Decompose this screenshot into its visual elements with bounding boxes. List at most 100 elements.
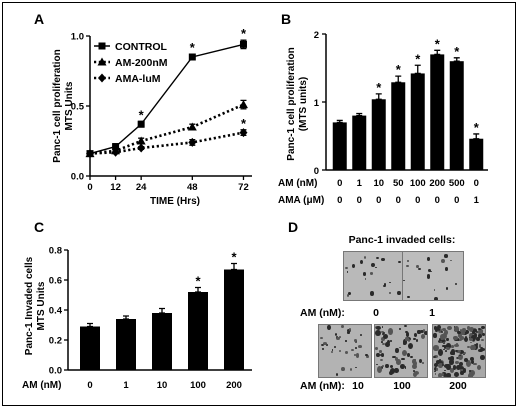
micrograph-cell <box>413 333 417 338</box>
micrograph-cell <box>363 255 367 259</box>
micrograph-cell <box>468 369 471 373</box>
c-bar <box>116 319 136 370</box>
micrograph-cell <box>382 342 386 346</box>
micrograph-cell <box>444 363 450 368</box>
a-legend-marker-0 <box>98 42 106 50</box>
micrograph-cell <box>416 339 419 342</box>
micrograph-cell <box>470 359 475 365</box>
panel-d-row1-value-1: 1 <box>429 307 435 319</box>
b-error-bar <box>453 57 460 62</box>
micrograph-cell <box>351 349 355 352</box>
micrograph-cell <box>348 291 352 295</box>
micrograph-cell <box>442 338 445 342</box>
micrograph-cell <box>375 326 382 331</box>
micrograph-cell <box>467 326 470 330</box>
micrograph-cell <box>472 331 475 334</box>
micrograph-cell <box>391 355 396 359</box>
micrograph-cell <box>412 361 418 367</box>
micrograph-cell <box>448 357 452 361</box>
micrograph-cell <box>381 325 384 328</box>
b-error-bar <box>356 112 363 117</box>
b-significance-star: * <box>435 36 441 51</box>
b-ama-dose-label: 0 <box>337 195 342 206</box>
micrograph-cell <box>440 258 445 264</box>
micrograph-cell <box>381 330 384 333</box>
a-point-1 <box>136 136 146 145</box>
micrograph-cell <box>349 368 352 372</box>
c-error-bar <box>159 307 165 314</box>
micrograph-cell <box>459 354 461 357</box>
micrograph-cell <box>412 364 418 370</box>
micrograph-cell <box>380 337 385 342</box>
c-dose-label: 0 <box>87 380 92 391</box>
micrograph-cell <box>414 370 420 375</box>
panel-d-row1-value-0: 0 <box>373 307 379 319</box>
micrograph-cell <box>458 350 464 354</box>
micrograph-cell <box>433 333 437 338</box>
a-significance-star: * <box>190 40 196 55</box>
micrograph-cell <box>459 329 463 332</box>
a-x-tick-label: 48 <box>187 182 198 193</box>
micrograph-cell <box>475 343 478 346</box>
micrograph-cell <box>382 331 386 335</box>
micrograph-cell <box>481 332 485 337</box>
micrograph-cell <box>387 327 394 335</box>
micrograph-cell <box>388 281 391 284</box>
chart-a-proliferation-time: 0.0 0.5 1.0 0 12 24 48 72 TIME (Hrs) Panc-1 cell … <box>52 26 252 207</box>
micrograph-cell <box>420 329 425 333</box>
c-bar <box>152 313 172 370</box>
micrograph-cell <box>407 353 411 357</box>
micrograph-cell <box>362 271 367 276</box>
b-am-dose-label: 200 <box>429 178 445 189</box>
b-am-dose-label: 50 <box>393 178 404 189</box>
micrograph-cell <box>478 329 483 335</box>
micrograph-cell <box>417 330 421 334</box>
micrograph-cell <box>408 339 411 343</box>
micrograph-cell <box>354 366 357 368</box>
c-significance-star: * <box>231 250 237 265</box>
c-y-tick-label: 0.2 <box>49 336 62 347</box>
micrograph-cell <box>438 348 444 356</box>
micrograph-am-1 <box>402 251 464 301</box>
micrograph-cell <box>435 360 441 364</box>
micrograph-cell <box>461 331 465 335</box>
micrograph-cell <box>375 257 379 260</box>
micrograph-cell <box>456 343 458 345</box>
micrograph-cell <box>459 362 463 367</box>
micrograph-cell <box>439 358 442 362</box>
b-bar <box>469 138 484 170</box>
micrograph-cell <box>399 364 405 369</box>
micrograph-cell <box>445 267 448 271</box>
micrograph-cell <box>385 341 390 348</box>
a-series-line-2 <box>89 131 244 155</box>
micrograph-cell <box>473 333 478 338</box>
micrograph-cell <box>407 295 410 299</box>
b-am-dose-label: 500 <box>449 178 465 189</box>
panel-label-c: C <box>34 219 44 235</box>
micrograph-cell <box>319 337 323 340</box>
a-legend-label-2: AMA-luM <box>115 73 161 85</box>
c-bar <box>188 292 208 370</box>
micrograph-cell <box>450 368 455 374</box>
micrograph-cell <box>433 362 439 368</box>
micrograph-cell <box>344 340 347 342</box>
micrograph-cell <box>421 362 425 364</box>
micrograph-cell <box>359 333 363 336</box>
b-ama-dose-label: 0 <box>357 195 362 206</box>
micrograph-cell <box>433 289 436 292</box>
micrograph-cell <box>478 333 483 338</box>
micrograph-cell <box>379 350 383 353</box>
micrograph-cell <box>441 363 444 367</box>
micrograph-cell <box>440 373 444 377</box>
micrograph-cell <box>403 341 407 346</box>
micrograph-cell <box>346 294 349 297</box>
micrograph-cell <box>410 356 413 359</box>
micrograph-cell <box>438 328 443 333</box>
micrograph-cell <box>355 347 357 350</box>
micrograph-cell <box>457 331 463 338</box>
micrograph-am-0 <box>343 251 405 301</box>
micrograph-cell <box>345 266 349 270</box>
micrograph-cell <box>441 330 444 333</box>
b-ama-dose-label: 1 <box>474 195 480 206</box>
panel-label-b: B <box>281 11 291 27</box>
